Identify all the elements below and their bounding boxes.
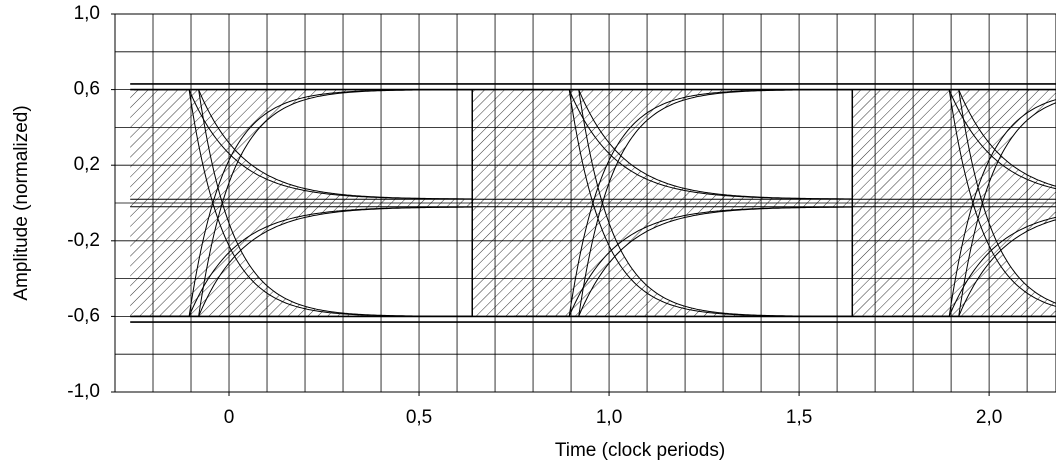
y-tick-label: 1,0 [74,3,100,24]
y-tick-label: -0,2 [67,230,100,251]
y-tick-label: -0,6 [67,305,100,326]
y-tick-label: 0,2 [74,154,100,175]
eye-trace [894,89,1056,190]
eye-trace [514,89,853,200]
x-tick-label: 1,5 [786,407,812,428]
x-tick-label: 0,5 [406,407,432,428]
x-tick-label: 2,0 [976,407,1002,428]
x-axis-label: Time (clock periods) [555,440,725,461]
x-tick-label: 1,0 [596,407,622,428]
plot-frame [114,13,1056,393]
eye-opening [622,207,853,317]
y-axis-label: Amplitude (normalized) [11,105,32,300]
eye-opening [242,207,473,317]
eye-trace [514,206,853,317]
eye-opening [242,89,473,199]
plot-area [115,14,1056,392]
eye-trace [894,89,1056,307]
y-tick-label: -1,0 [67,381,100,402]
x-tick-label: 0 [224,407,235,428]
eye-trace [134,89,473,200]
eye-trace [894,216,1056,317]
y-tick-label: 0,6 [74,79,100,100]
eye-trace [894,99,1056,317]
eye-opening [622,89,853,199]
eye-trace [134,206,473,317]
